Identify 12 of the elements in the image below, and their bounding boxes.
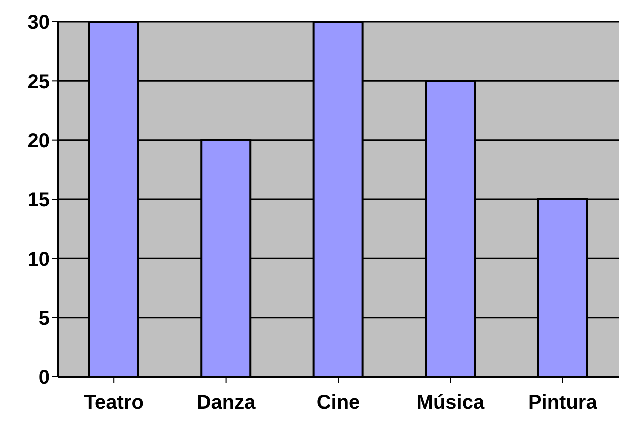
x-tick-label: Música: [416, 392, 486, 414]
y-tick-label: 15: [28, 190, 50, 212]
x-tick-label: Cine: [316, 392, 360, 414]
y-tick-label: 25: [28, 71, 50, 94]
y-tick-label: 20: [28, 130, 50, 152]
x-tick-label: Danza: [196, 392, 257, 414]
y-tick-label: 0: [38, 367, 50, 390]
x-tick-label: Pintura: [528, 392, 598, 414]
x-tick-label: Teatro: [84, 392, 144, 414]
y-tick-label: 10: [28, 248, 50, 271]
y-tick-label: 30: [28, 12, 50, 34]
y-tick-label: 5: [38, 308, 50, 330]
